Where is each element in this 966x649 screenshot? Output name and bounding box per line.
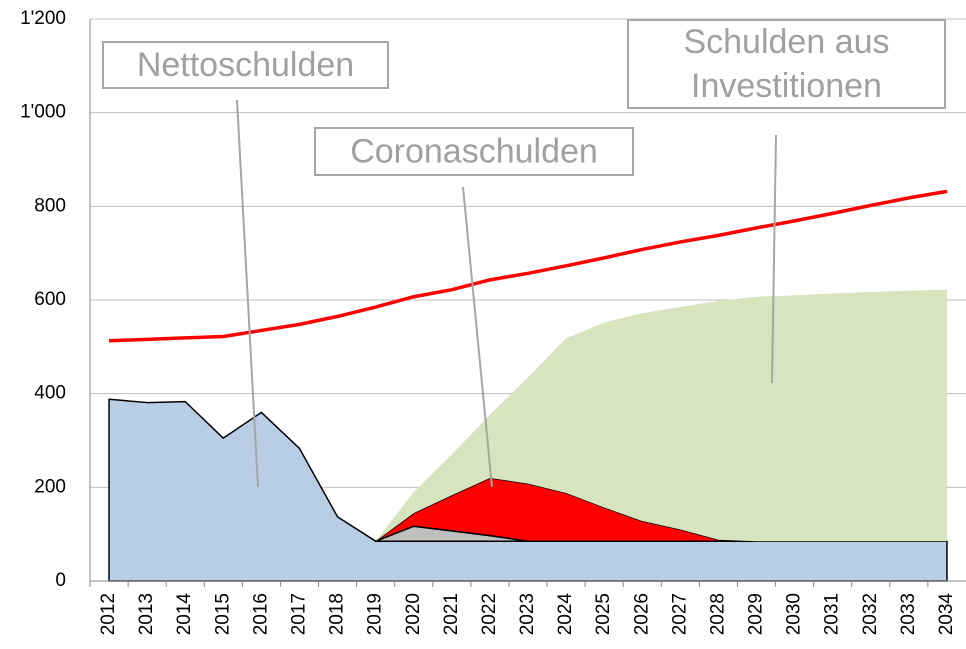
y-tick-label: 800 xyxy=(34,195,66,216)
y-tick-label: 1'200 xyxy=(20,8,66,29)
x-tick-label: 2029 xyxy=(746,593,767,635)
y-tick-label: 400 xyxy=(34,383,66,404)
x-tick-label: 2020 xyxy=(403,593,424,635)
x-tick-label: 2034 xyxy=(936,593,957,636)
x-tick-label: 2027 xyxy=(669,593,690,635)
x-tick-label: 2018 xyxy=(327,593,348,635)
y-tick-label: 0 xyxy=(55,570,66,591)
y-tick-label: 200 xyxy=(34,476,66,497)
annotation-box xyxy=(102,41,389,89)
x-tick-label: 2023 xyxy=(517,593,538,635)
x-tick-label: 2015 xyxy=(212,593,233,635)
x-tick-label: 2024 xyxy=(555,593,576,636)
leader-line xyxy=(462,186,493,488)
area xyxy=(375,289,947,542)
x-tick-label: 2016 xyxy=(250,593,271,635)
y-tick-label: 1'000 xyxy=(20,102,66,123)
x-tick-label: 2017 xyxy=(288,593,309,635)
x-tick-label: 2012 xyxy=(98,593,119,635)
annotation: Investitionen xyxy=(691,67,882,105)
x-tick-label: 2026 xyxy=(631,593,652,635)
x-tick-label: 2021 xyxy=(441,593,462,635)
x-tick-label: 2013 xyxy=(136,593,157,635)
annotation-box xyxy=(627,19,946,109)
x-tick-label: 2022 xyxy=(479,593,500,635)
annotation: Coronaschulden xyxy=(350,132,598,170)
x-tick-label: 2019 xyxy=(365,593,386,635)
x-tick-label: 2014 xyxy=(174,593,195,636)
x-tick-label: 2033 xyxy=(898,593,919,635)
x-tick-label: 2031 xyxy=(822,593,843,635)
x-tick-label: 2032 xyxy=(860,593,881,635)
y-tick-label: 600 xyxy=(34,289,66,310)
annotation: Nettoschulden xyxy=(137,46,354,84)
annotation-box xyxy=(314,127,634,176)
x-tick-label: 2030 xyxy=(784,593,805,635)
leader-line xyxy=(771,134,777,384)
leader-line xyxy=(236,99,259,488)
x-tick-label: 2028 xyxy=(707,593,728,635)
x-tick-label: 2025 xyxy=(593,593,614,635)
annotation: Schulden aus xyxy=(683,23,889,61)
